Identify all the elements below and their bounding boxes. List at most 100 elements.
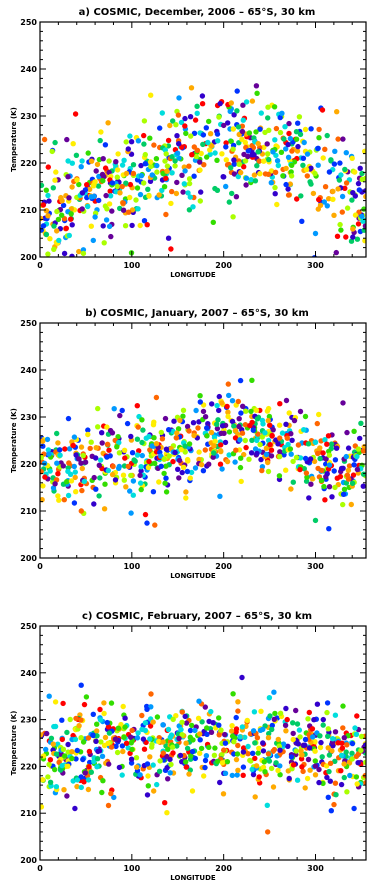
data-point (62, 753, 67, 758)
data-point (101, 711, 106, 716)
data-point (216, 408, 221, 413)
data-point (253, 129, 258, 134)
data-point (204, 425, 209, 430)
data-point (317, 445, 322, 450)
data-point (136, 424, 141, 429)
data-point (259, 468, 264, 473)
data-point (129, 139, 134, 144)
data-point (299, 764, 304, 769)
data-point (183, 495, 188, 500)
data-point (289, 148, 294, 153)
data-point (239, 137, 244, 142)
data-point (318, 203, 323, 208)
data-point (253, 178, 258, 183)
data-point (266, 157, 271, 162)
data-point (303, 414, 308, 419)
x-tick-label: 100 (123, 864, 140, 873)
data-point (186, 164, 191, 169)
data-point (43, 747, 48, 752)
data-point (65, 764, 70, 769)
data-point (102, 506, 107, 511)
data-point (98, 717, 103, 722)
data-point (61, 747, 66, 752)
data-point (354, 713, 359, 718)
data-point (310, 476, 315, 481)
data-point (174, 180, 179, 185)
data-point (67, 233, 72, 238)
data-point (252, 756, 257, 761)
data-point (172, 158, 177, 163)
data-point (100, 778, 105, 783)
data-point (151, 489, 156, 494)
data-point (317, 456, 322, 461)
data-point (254, 408, 259, 413)
data-point (239, 675, 244, 680)
data-point (48, 757, 53, 762)
data-point (215, 138, 220, 143)
y-tick-label: 230 (20, 112, 37, 121)
data-point (113, 159, 118, 164)
data-point (126, 146, 131, 151)
x-axis-label: LONGITUDE (170, 271, 216, 279)
data-point (230, 419, 235, 424)
data-point (342, 167, 347, 172)
data-point (274, 126, 279, 131)
data-point (89, 224, 94, 229)
data-point (94, 722, 99, 727)
data-point (301, 427, 306, 432)
data-point (265, 105, 270, 110)
data-point (312, 171, 317, 176)
data-point (286, 155, 291, 160)
data-point (311, 191, 316, 196)
data-point (197, 159, 202, 164)
data-point (326, 726, 331, 731)
data-point (104, 454, 109, 459)
data-point (187, 181, 192, 186)
data-point (97, 707, 102, 712)
data-point (156, 192, 161, 197)
data-point (352, 169, 357, 174)
data-point (117, 190, 122, 195)
data-point (108, 791, 113, 796)
x-axis-label: LONGITUDE (170, 874, 216, 882)
data-point (224, 157, 229, 162)
data-point (236, 424, 241, 429)
data-point (48, 780, 53, 785)
data-point (195, 148, 200, 153)
data-point (216, 723, 221, 728)
data-point (116, 726, 121, 731)
data-point (54, 751, 59, 756)
data-point (197, 167, 202, 172)
data-point (240, 431, 245, 436)
data-point (351, 462, 356, 467)
data-point (53, 699, 58, 704)
data-point (254, 91, 259, 96)
data-point (284, 398, 289, 403)
data-point (54, 784, 59, 789)
data-point (133, 197, 138, 202)
data-point (345, 205, 350, 210)
data-point (277, 473, 282, 478)
data-point (59, 763, 64, 768)
data-point (100, 178, 105, 183)
data-point (95, 406, 100, 411)
data-point (74, 153, 79, 158)
data-point (163, 464, 168, 469)
data-point (80, 757, 85, 762)
data-point (277, 748, 282, 753)
data-point (229, 728, 234, 733)
y-tick-label: 220 (20, 460, 37, 469)
data-point (312, 749, 317, 754)
data-point (211, 220, 216, 225)
data-point (350, 226, 355, 231)
data-point (234, 108, 239, 113)
data-point (243, 438, 248, 443)
data-point (169, 170, 174, 175)
data-point (94, 764, 99, 769)
data-point (223, 440, 228, 445)
data-point (356, 221, 361, 226)
data-point (226, 393, 231, 398)
data-point (72, 500, 77, 505)
data-point (315, 146, 320, 151)
